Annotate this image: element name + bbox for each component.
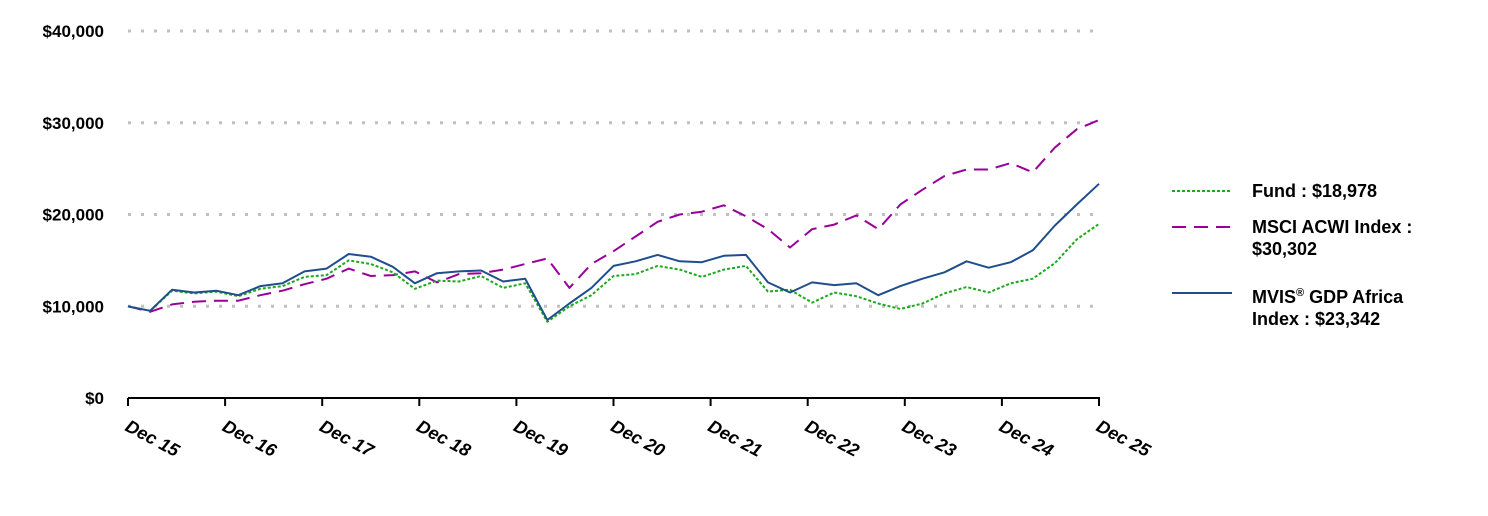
series-lines — [127, 119, 1100, 323]
y-tick-label: $10,000 — [43, 297, 104, 316]
y-tick-label: $0 — [85, 389, 104, 408]
series-line-msci-acwi-index — [127, 119, 1100, 313]
series-line-mvis-gdp-africa-index — [127, 183, 1100, 321]
y-tick-label: $30,000 — [43, 114, 104, 133]
x-tick-label: Dec 15 — [122, 416, 184, 461]
x-tick-label: Dec 22 — [802, 416, 863, 461]
legend-item-fund: Fund : $18,978 — [1172, 180, 1472, 202]
x-tick-label: Dec 23 — [899, 416, 960, 461]
legend: Fund : $18,978 MSCI ACWI Index : $30,302… — [1172, 180, 1472, 344]
mvis-line-swatch-icon — [1172, 292, 1232, 294]
legend-label-msci-line2: $30,302 — [1252, 239, 1318, 259]
y-axis-tick-labels: $0 $10,000 $20,000 $30,000 $40,000 — [43, 22, 104, 408]
line-chart: $0$10,000$20,000$30,000$40,000 Dec 15 Dec… — [43, 22, 1155, 461]
y-tick-label: $20,000 — [43, 206, 104, 225]
x-tick-label: Dec 18 — [413, 416, 474, 461]
x-tick-label: Dec 19 — [511, 416, 572, 461]
x-tick-label: Dec 20 — [608, 416, 669, 461]
registered-mark: ® — [1296, 287, 1305, 299]
x-tick-label: Dec 16 — [219, 416, 281, 461]
legend-label-mvis-rest: GDP Africa — [1304, 287, 1404, 307]
fund-line-swatch-icon — [1172, 190, 1232, 192]
x-axis: Dec 15 Dec 16 Dec 17 Dec 18 Dec 19 Dec 20 Dec … — [122, 397, 1155, 461]
legend-label-fund: Fund : $18,978 — [1252, 181, 1378, 201]
legend-item-mvis-gdp-africa: MVIS® GDP Africa Index : $23,342 — [1172, 282, 1472, 330]
series-line-fund — [127, 223, 1100, 323]
x-tick-label: Dec 24 — [996, 416, 1057, 461]
x-tick-label: Dec 17 — [316, 416, 378, 461]
legend-label-mvis-line2: Index : $23,342 — [1252, 309, 1381, 329]
x-tick-label: Dec 25 — [1093, 416, 1155, 461]
legend-label-mvis-line1: MVIS® GDP Africa — [1252, 282, 1472, 308]
legend-item-msci-acwi: MSCI ACWI Index : $30,302 — [1172, 216, 1472, 260]
legend-label-mvis-prefix: MVIS — [1252, 287, 1297, 307]
msci-line-swatch-icon — [1172, 226, 1232, 228]
y-tick-label: $40,000 — [43, 22, 104, 41]
x-tick-label: Dec 21 — [705, 416, 766, 461]
legend-label-msci-line1: MSCI ACWI Index : — [1252, 217, 1413, 237]
